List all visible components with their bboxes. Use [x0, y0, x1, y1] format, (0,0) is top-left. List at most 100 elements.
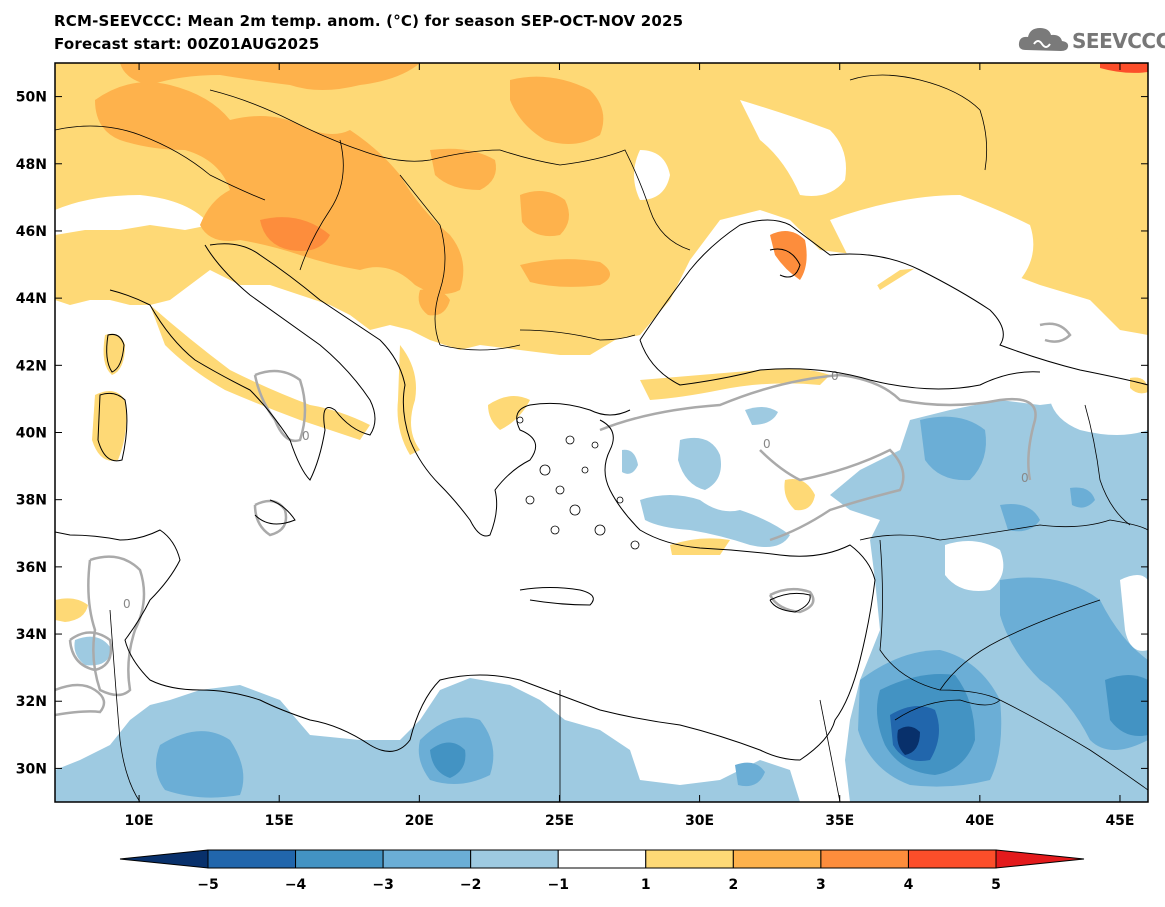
- colorbar-segment: [295, 849, 384, 869]
- crete-coast: [519, 587, 594, 606]
- colorbar-label: 2: [728, 877, 738, 893]
- colorbar-label: 5: [991, 877, 1001, 893]
- black-sea-north-coast: [639, 219, 1148, 386]
- colorbar-label: 4: [904, 877, 914, 893]
- cool-anomaly-2-3-east-turkey: [920, 416, 986, 481]
- lat-tick-label: 36N: [16, 560, 47, 576]
- mediterranean-south-coast: [55, 419, 876, 761]
- colorbar-label: −4: [285, 877, 307, 893]
- warm-anomaly-2-3-romania: [520, 191, 569, 237]
- lat-tick-label: 30N: [16, 761, 47, 777]
- black-sea-south-coast: [639, 339, 1041, 390]
- lat-tick-label: 50N: [16, 90, 47, 106]
- contour-label: 0: [302, 429, 310, 443]
- italy-coast: [109, 244, 376, 481]
- neutral-region-east: [830, 195, 1034, 290]
- colorbar-segment: [382, 849, 472, 869]
- neutral-region-moldova: [634, 150, 670, 200]
- contour-label: 0: [831, 369, 839, 383]
- cool-anomaly-2-3-tunisia-libya: [156, 731, 244, 798]
- country-borders: [55, 74, 1148, 802]
- balkan-coast: [209, 243, 631, 537]
- lat-tick-label: 40N: [16, 426, 47, 442]
- warm-anomaly-3-4-crimea: [770, 231, 807, 280]
- lon-tick-label: 35E: [825, 813, 854, 829]
- seevccc-logo: SEEVCCC: [1016, 20, 1165, 58]
- map-area: 0 0 0 0 0: [55, 63, 1148, 802]
- cool-anomaly-3-4-iraq: [1105, 675, 1148, 736]
- lat-tick-label: 48N: [16, 157, 47, 173]
- colorbar-label: −3: [372, 877, 393, 893]
- contour-label: 0: [763, 437, 771, 451]
- warm-patch-tunisia: [55, 598, 88, 622]
- neutral-region-ukraine: [740, 100, 846, 196]
- colorbar-label: 1: [641, 877, 651, 893]
- warm-strip-south-turkey: [670, 538, 730, 555]
- zero-contour-turkey: [599, 373, 1037, 481]
- colorbar-segment: [645, 849, 734, 869]
- colorbar-extend-high: [995, 849, 1085, 869]
- warm-anomaly-2-3-poland: [510, 76, 604, 144]
- zero-contour-west: [55, 683, 106, 717]
- contour-labels: 0 0 0 0 0: [123, 369, 1029, 611]
- warm-patch-sardinia: [92, 391, 127, 461]
- zero-contour-caspian: [1039, 322, 1072, 343]
- colorbar-label: −2: [460, 877, 481, 893]
- map-title: RCM-SEEVCCC: Mean 2m temp. anom. (°C) fo…: [54, 12, 684, 30]
- crimea-coast: [769, 248, 801, 278]
- colorbar-label: −5: [197, 877, 218, 893]
- zero-contour-italy: [253, 369, 307, 443]
- cool-anomaly-region-turkey: [640, 495, 790, 548]
- warm-strip-thessaly: [488, 396, 530, 430]
- warm-patch-anatolia: [784, 479, 815, 511]
- zero-contour-lines: [55, 322, 1072, 717]
- cool-anomaly-2-3-southeast-turkey: [1000, 504, 1040, 532]
- lon-tick-label: 15E: [265, 813, 294, 829]
- warm-strip-turkey: [640, 368, 830, 400]
- contour-label: 0: [123, 597, 131, 611]
- zero-contour-anatolia: [759, 448, 905, 542]
- neutral-gap-iraq: [1120, 575, 1148, 651]
- aegean-islands: [516, 416, 640, 550]
- lat-tick-label: 46N: [16, 224, 47, 240]
- warm-strip-greece: [397, 345, 420, 455]
- lon-tick-label: 40E: [965, 813, 994, 829]
- forecast-start-label: Forecast start: 00Z01AUG2025: [54, 35, 320, 53]
- warm-anomaly-2-3-central-europe: [95, 82, 464, 294]
- latitude-axis: 30N 32N 34N 36N 38N 40N 42N 44N 46N 48N 50N: [16, 90, 1148, 777]
- warm-anomaly-2-3-serbia: [418, 288, 450, 316]
- cool-anomaly-2-3-sinai: [1070, 487, 1095, 508]
- lat-tick-label: 32N: [16, 694, 47, 710]
- lat-tick-label: 34N: [16, 627, 47, 643]
- neutral-gap-turkey-east: [1050, 398, 1148, 435]
- cyprus-coast: [769, 592, 811, 613]
- colorbar-extend-low: [119, 849, 209, 869]
- lon-tick-label: 25E: [545, 813, 574, 829]
- logo-text: SEEVCCC: [1072, 29, 1165, 53]
- sardinia-coast: [97, 392, 128, 462]
- cool-patch-north-turkey: [745, 406, 778, 425]
- lat-tick-label: 42N: [16, 358, 47, 374]
- coastlines: [55, 219, 1148, 761]
- cool-anomaly-2-3-egypt: [735, 762, 765, 787]
- contour-label: 0: [1021, 471, 1029, 485]
- colorbar-legend: −5 −4 −3 −2 −1 1 2 3 4 5: [119, 849, 1085, 893]
- warm-anomaly-2-3-bulgaria: [520, 259, 610, 287]
- cool-anomaly-3-4-libya: [430, 742, 466, 778]
- warm-anomaly-2-3-north: [120, 63, 420, 90]
- cool-anomaly-5-jordan: [897, 726, 920, 755]
- cool-patch-west-turkey: [622, 449, 638, 474]
- lat-tick-label: 38N: [16, 493, 47, 509]
- colorbar-label: 3: [816, 877, 826, 893]
- zero-contour-cyprus: [768, 587, 815, 614]
- warm-anomaly-2-3-hungary: [430, 148, 496, 190]
- colorbar-segment: [470, 849, 559, 869]
- colorbar-segment: [207, 849, 297, 869]
- warm-region-volga: [1040, 228, 1148, 305]
- colorbar-segment: [907, 849, 997, 869]
- colorbar-label: −1: [547, 877, 568, 893]
- longitude-axis: 10E 15E 20E 25E 30E 35E 40E 45E: [125, 63, 1134, 829]
- warm-anomaly-4-5-corner: [1100, 63, 1148, 73]
- warm-strip-italy: [150, 305, 370, 440]
- lon-tick-label: 10E: [125, 813, 154, 829]
